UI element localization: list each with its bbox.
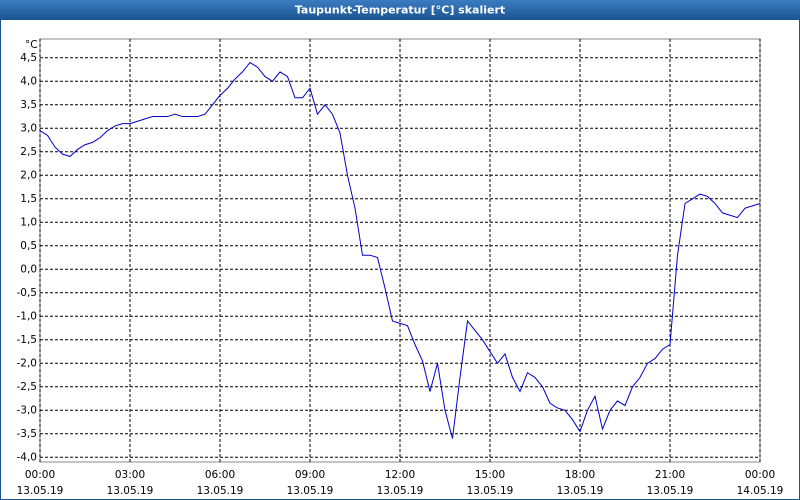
y-tick-label: -2,5: [17, 381, 38, 393]
y-tick-label: 3,0: [20, 122, 37, 134]
x-tick-date: 13.05.19: [107, 485, 154, 497]
y-tick-label: -4,0: [17, 451, 38, 463]
y-unit: °C: [25, 39, 38, 51]
x-tick-label: 12:00: [385, 469, 415, 481]
x-tick-date: 13.05.19: [647, 485, 694, 497]
y-tick-label: 0,5: [20, 240, 37, 252]
x-tick-label: 03:00: [115, 469, 145, 481]
data-line: [39, 61, 761, 439]
y-tick-label: -2,0: [17, 357, 38, 369]
x-tick-date: 13.05.19: [197, 485, 244, 497]
x-tick-label: 00:00: [25, 469, 55, 481]
y-tick-label: -1,5: [17, 334, 38, 346]
x-tick-date: 13.05.19: [557, 485, 604, 497]
x-tick-label: 00:00: [745, 469, 775, 481]
x-tick-label: 06:00: [205, 469, 235, 481]
x-tick-label: 18:00: [565, 469, 595, 481]
x-tick-date: 13.05.19: [287, 485, 334, 497]
y-tick-label: -0,5: [17, 287, 38, 299]
x-tick-label: 21:00: [655, 469, 685, 481]
y-tick-label: -3,5: [17, 428, 38, 440]
y-tick-label: 4,0: [20, 75, 37, 87]
y-tick-label: 1,5: [20, 193, 37, 205]
title-bar: [0, 0, 800, 20]
y-tick-label: 3,5: [20, 99, 37, 111]
y-tick-label: 2,0: [20, 169, 37, 181]
y-tick-label: 2,5: [20, 146, 37, 158]
y-tick-label: -3,0: [17, 404, 38, 416]
x-tick-date: 14.05.19: [737, 485, 784, 497]
y-tick-label: 1,0: [20, 216, 37, 228]
x-tick-date: 13.05.19: [467, 485, 514, 497]
y-tick-label: -1,0: [17, 310, 38, 322]
y-tick-label: 4,5: [20, 52, 37, 64]
x-tick-date: 13.05.19: [377, 485, 424, 497]
x-tick-label: 15:00: [475, 469, 505, 481]
x-tick-date: 13.05.19: [17, 485, 64, 497]
y-tick-label: 0,0: [20, 263, 37, 275]
chart-title: Taupunkt-Temperatur [°C] skaliert: [295, 4, 505, 17]
x-tick-label: 09:00: [295, 469, 325, 481]
